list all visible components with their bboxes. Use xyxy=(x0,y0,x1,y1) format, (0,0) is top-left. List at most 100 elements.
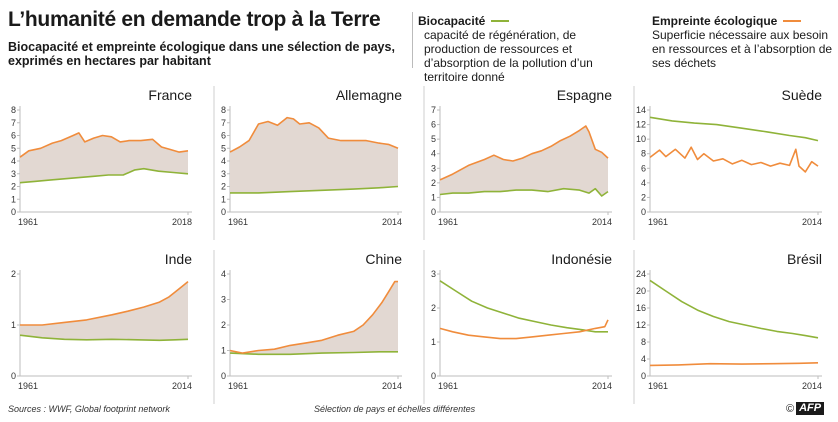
chart-chine: 0 1 2 3 4 1961 2014 Chine xyxy=(213,250,402,404)
y-tick-label: 3 xyxy=(431,269,436,279)
biocapacity-line xyxy=(19,334,189,342)
footprint-line xyxy=(439,319,609,340)
source-note: Sources : WWF, Global footprint network xyxy=(8,404,170,414)
y-tick-label: 12 xyxy=(636,320,646,330)
chart-title: Suède xyxy=(782,87,823,103)
chart-inde: 0 1 2 1961 2014 Inde xyxy=(11,251,192,391)
gap-area xyxy=(20,132,188,183)
y-tick-label: 2 xyxy=(431,178,436,188)
chart-title: Espagne xyxy=(557,87,612,103)
y-tick-label: 7 xyxy=(221,118,226,128)
biocapacity-line xyxy=(230,185,399,194)
y-tick-label: 7 xyxy=(11,118,16,128)
footprint-line xyxy=(20,280,189,326)
chart-espagne: 0 1 2 3 4 5 6 7 1961 2014 Espagne xyxy=(423,86,612,240)
header-divider xyxy=(412,12,413,68)
footprint-line xyxy=(19,132,189,158)
y-tick-label: 16 xyxy=(636,303,646,313)
y-tick-label: 2 xyxy=(11,269,16,279)
y-tick-label: 4 xyxy=(641,178,646,188)
legend-footprint: Empreinte écologique Superficie nécessai… xyxy=(652,14,838,70)
x-tick-label: 1961 xyxy=(228,381,248,391)
y-tick-label: 10 xyxy=(636,134,646,144)
x-tick-label: 1961 xyxy=(438,217,458,227)
gap-area xyxy=(230,117,398,193)
y-tick-label: 5 xyxy=(221,143,226,153)
y-tick-label: 6 xyxy=(431,120,436,130)
y-tick-label: 14 xyxy=(636,105,646,115)
legend-footprint-label: Empreinte écologique xyxy=(652,14,778,28)
y-tick-label: 8 xyxy=(641,149,646,159)
x-tick-label: 1961 xyxy=(18,381,38,391)
y-tick-label: 1 xyxy=(221,194,226,204)
x-tick-label: 2014 xyxy=(382,381,402,391)
biocapacity-line xyxy=(439,187,609,197)
y-tick-label: 0 xyxy=(221,371,226,381)
y-tick-label: 8 xyxy=(221,105,226,115)
y-tick-label: 0 xyxy=(431,207,436,217)
legend-biocapacity-description: capacité de régénération, de production … xyxy=(424,28,593,84)
x-tick-label: 1961 xyxy=(648,217,668,227)
x-tick-label: 2014 xyxy=(172,381,192,391)
y-tick-label: 1 xyxy=(11,320,16,330)
y-tick-label: 1 xyxy=(431,337,436,347)
x-tick-label: 2018 xyxy=(172,217,192,227)
chart-title: Chine xyxy=(365,251,402,267)
y-tick-label: 12 xyxy=(636,120,646,130)
legend-biocapacity-swatch xyxy=(491,20,510,22)
y-tick-label: 4 xyxy=(641,354,646,364)
y-tick-label: 6 xyxy=(221,131,226,141)
footprint-line xyxy=(229,280,398,354)
page-title: L’humanité en demande trop à la Terre xyxy=(8,8,381,31)
footprint-line xyxy=(649,146,819,173)
y-tick-label: 0 xyxy=(11,207,16,217)
gap-area xyxy=(440,126,608,196)
chart-indonesie: 0 1 2 3 1961 2014 Indonésie xyxy=(423,250,612,404)
legend-biocapacity-label: Biocapacité xyxy=(418,14,486,28)
y-tick-label: 3 xyxy=(431,163,436,173)
footprint-line xyxy=(649,362,819,367)
y-tick-label: 0 xyxy=(641,371,646,381)
y-tick-label: 1 xyxy=(431,192,436,202)
x-tick-label: 1961 xyxy=(438,381,458,391)
chart-title: Allemagne xyxy=(336,87,402,103)
legend-footprint-description: Superficie nécessaire aux besoin en ress… xyxy=(652,28,833,70)
y-tick-label: 4 xyxy=(221,269,226,279)
afp-logo: © AFP xyxy=(786,402,825,415)
y-tick-label: 0 xyxy=(641,207,646,217)
y-tick-label: 20 xyxy=(636,286,646,296)
y-tick-label: 3 xyxy=(221,169,226,179)
y-tick-label: 7 xyxy=(431,105,436,115)
legend-footprint-swatch xyxy=(783,20,802,22)
y-tick-label: 2 xyxy=(221,320,226,330)
chart-suede: 0 2 4 6 8 10 12 14 1961 2014 Suède xyxy=(633,86,823,240)
chart-title: Brésil xyxy=(787,251,822,267)
y-tick-label: 2 xyxy=(641,192,646,202)
biocapacity-line xyxy=(649,279,819,339)
biocapacity-line xyxy=(649,116,819,142)
biocapacity-line xyxy=(19,167,189,184)
y-tick-label: 0 xyxy=(431,371,436,381)
y-tick-label: 8 xyxy=(11,105,16,115)
chart-france: 0 1 2 3 4 5 6 7 8 1961 2018 France xyxy=(11,87,192,227)
scale-note: Sélection de pays et échelles différente… xyxy=(314,404,476,414)
x-tick-label: 1961 xyxy=(18,217,38,227)
x-tick-label: 1961 xyxy=(228,217,248,227)
footprint-line xyxy=(229,116,399,153)
x-tick-label: 1961 xyxy=(648,381,668,391)
y-tick-label: 24 xyxy=(636,269,646,279)
chart-title: Inde xyxy=(165,251,192,267)
y-tick-label: 6 xyxy=(641,163,646,173)
y-tick-label: 4 xyxy=(11,156,16,166)
y-tick-label: 3 xyxy=(11,169,16,179)
y-tick-label: 1 xyxy=(221,346,226,356)
x-tick-label: 2014 xyxy=(382,217,402,227)
gap-area xyxy=(230,281,398,355)
x-tick-label: 2014 xyxy=(802,217,822,227)
y-tick-label: 8 xyxy=(641,337,646,347)
y-tick-label: 5 xyxy=(431,134,436,144)
y-tick-label: 2 xyxy=(431,303,436,313)
y-tick-label: 0 xyxy=(11,371,16,381)
chart-allemagne: 0 1 2 3 4 5 6 7 8 1961 2014 Allemagne xyxy=(213,86,402,240)
